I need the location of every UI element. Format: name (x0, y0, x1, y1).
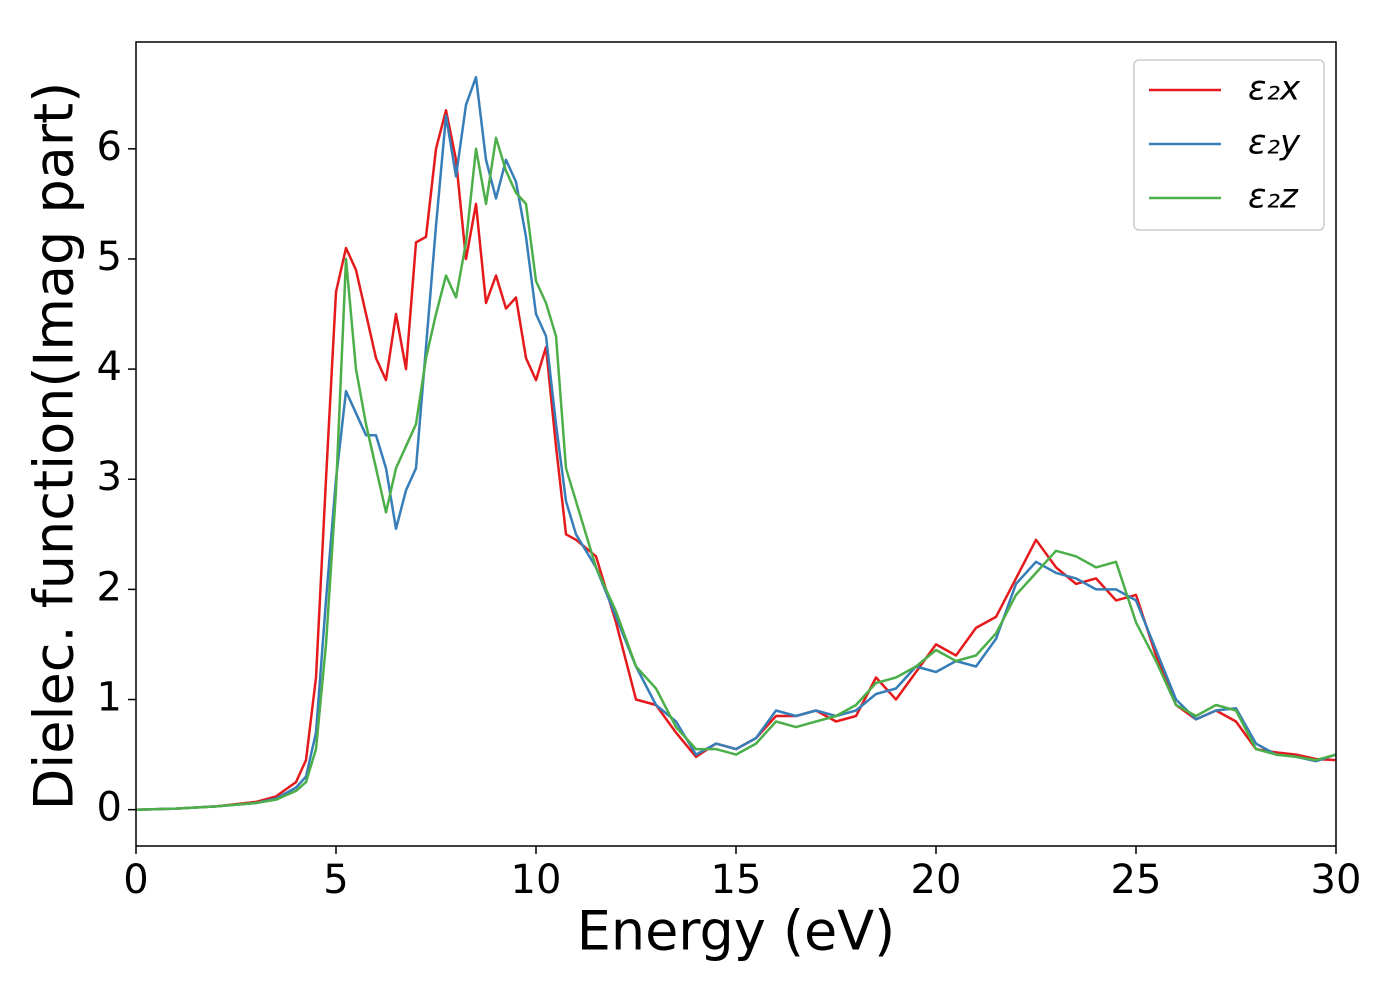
x-tick-label: 0 (123, 857, 148, 903)
x-tick-label: 20 (911, 857, 962, 903)
legend-label: ε₂z (1248, 177, 1299, 217)
y-tick-label: 5 (97, 234, 122, 280)
y-tick-label: 6 (97, 124, 122, 170)
legend-box (1133, 59, 1325, 231)
legend-label: ε₂y (1248, 123, 1301, 163)
x-axis-label: Energy (eV) (577, 900, 896, 963)
y-tick-label: 1 (97, 675, 122, 721)
x-tick-label: 25 (1111, 857, 1162, 903)
series-line (136, 136, 1336, 811)
x-tick-label: 10 (511, 857, 562, 903)
y-tick-label: 3 (97, 454, 122, 500)
x-tick-label: 30 (1311, 857, 1362, 903)
legend-label: ε₂x (1248, 69, 1301, 109)
y-tick-label: 4 (97, 344, 122, 390)
x-tick-label: 5 (323, 857, 348, 903)
y-tick-label: 0 (97, 785, 122, 831)
plot-frame (135, 41, 1337, 847)
x-tick-label: 15 (711, 857, 762, 903)
series-line (136, 109, 1336, 811)
y-axis-label: Dielec. function(Imag part) (23, 82, 86, 811)
y-tick-label: 2 (97, 564, 122, 610)
